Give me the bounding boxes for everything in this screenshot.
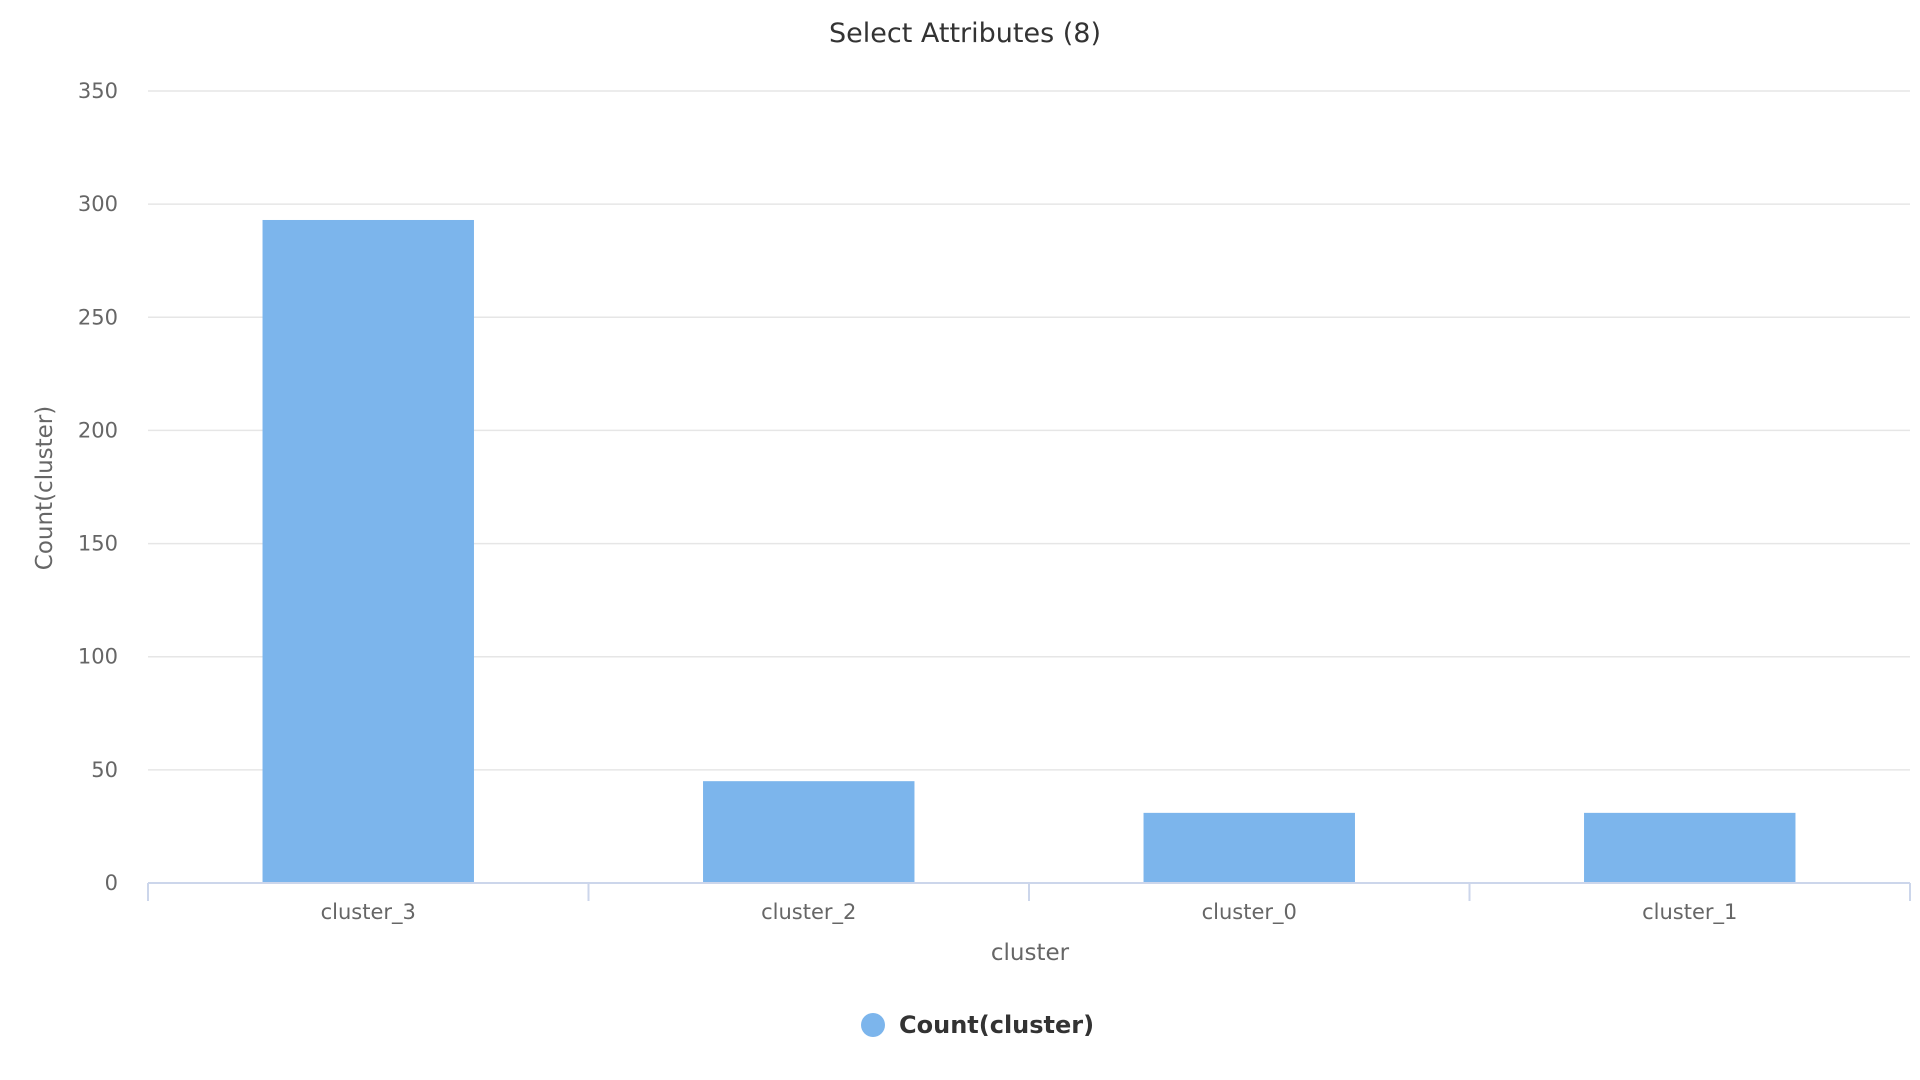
x-axis-title: cluster [991,940,1070,966]
x-axis: cluster_3 cluster_2 cluster_0 cluster_1 [148,883,1910,925]
y-tick-label: 100 [78,645,118,669]
bar-cluster-1[interactable] [1584,813,1795,883]
x-tick-label: cluster_0 [1202,900,1297,925]
y-tick-label: 300 [78,192,118,216]
y-tick-label: 350 [78,79,118,103]
y-tick-label: 150 [78,532,118,556]
y-axis-ticks: 0 50 100 150 200 250 300 350 [78,79,118,895]
x-tick-label: cluster_2 [761,900,856,925]
legend-label: Count(cluster) [899,1011,1094,1039]
x-tick-label: cluster_1 [1642,900,1737,925]
legend[interactable]: Count(cluster) [861,1011,1094,1039]
y-tick-label: 50 [91,758,118,782]
chart-title: Select Attributes (8) [829,18,1101,49]
y-axis-title: Count(cluster) [32,406,58,570]
bar-cluster-2[interactable] [703,781,914,883]
y-tick-label: 200 [78,418,118,442]
bars [263,220,1796,883]
legend-marker [861,1013,885,1037]
bar-cluster-3[interactable] [263,220,474,883]
y-tick-label: 250 [78,305,118,329]
bar-cluster-0[interactable] [1144,813,1355,883]
x-tick-label: cluster_3 [321,900,416,925]
y-tick-label: 0 [105,871,118,895]
